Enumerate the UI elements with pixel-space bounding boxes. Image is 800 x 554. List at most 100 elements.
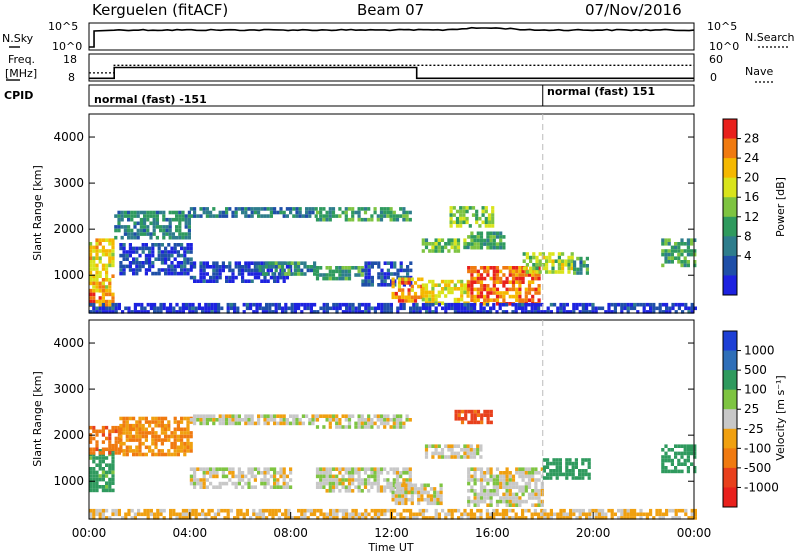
power-echo-cell [202,272,206,276]
power-echo-cell [431,249,435,253]
velocity-echo-cell [282,474,286,479]
velocity-y-label: Slant Range [km] [31,371,44,467]
velocity-echo-cell [629,516,633,520]
velocity-echo-cell [273,421,277,426]
power-echo-cell [184,232,188,236]
power-echo-cell [483,269,487,274]
power-echo-cell [686,245,690,250]
velocity-echo-cell [205,471,209,475]
velocity-echo-cell [274,508,278,513]
power-echo-cell [290,261,294,265]
velocity-echo-cell [533,512,537,517]
power-echo-cell [178,221,182,226]
velocity-echo-cell [401,490,405,495]
velocity-echo-cell [364,508,368,513]
power-echo-cell [450,290,454,295]
power-echo-cell [138,264,142,269]
velocity-echo-cell [693,516,697,520]
velocity-echo-cell [325,516,329,520]
velocity-echo-cell [472,451,477,456]
power-echo-cell [249,302,253,307]
power-echo-cell [639,302,643,307]
power-echo-cell [686,242,690,246]
velocity-echo-cell [521,508,525,513]
power-echo-cell [421,238,425,242]
velocity-echo-cell [492,485,496,489]
power-echo-cell [425,306,429,311]
power-echo-cell [151,264,155,269]
power-echo-cell [492,306,496,311]
velocity-echo-cell [424,448,429,452]
velocity-echo-cell [357,481,361,486]
power-echo-cell [424,297,429,302]
power-echo-cell [357,302,361,307]
velocity-echo-cell [193,478,197,482]
power-echo-cell [297,265,301,269]
velocity-echo-cell [363,478,368,482]
power-echo-cell [549,310,553,314]
velocity-echo-cell [309,508,313,513]
colorbar-block [723,487,737,508]
velocity-echo-cell [335,421,339,426]
power-echo-cell [328,217,332,222]
velocity-echo-cell [144,427,148,432]
velocity-echo-cell [578,516,582,520]
velocity-echo-cell [431,455,435,459]
velocity-echo-cell [221,481,225,486]
power-echo-cell [527,280,532,284]
velocity-echo-cell [437,512,441,517]
power-echo-cell [424,290,429,295]
velocity-echo-cell [193,418,197,422]
power-echo-cell [245,302,249,307]
power-echo-cell [424,238,429,242]
power-echo-cell [265,310,269,314]
power-echo-cell [309,310,313,314]
power-echo-cell [415,306,419,311]
power-echo-cell [501,302,505,307]
velocity-echo-cell [138,445,142,450]
nsky-panel: N.Sky 10^5 10^0 10^5 10^0 N.Search [2,20,795,53]
velocity-echo-cell [127,508,131,513]
power-echo-cell [148,261,152,265]
velocity-echo-cell [373,414,377,418]
velocity-echo-cell [237,418,241,422]
velocity-echo-cell [95,477,99,482]
power-echo-cell [367,207,371,211]
power-echo-cell [491,216,495,221]
velocity-echo-cell [338,508,342,513]
power-echo-cell [617,302,621,307]
power-echo-cell [273,275,277,280]
velocity-echo-cell [215,471,219,475]
velocity-echo-cell [311,414,315,418]
power-echo-cell [108,310,112,314]
power-echo-cell [250,210,254,215]
power-echo-cell [209,265,213,269]
velocity-echo-cell [392,418,396,422]
power-echo-cell [410,299,414,303]
velocity-echo-cell [483,485,487,489]
power-echo-cell [489,235,493,239]
velocity-echo-cell [101,470,105,475]
power-echo-cell [475,220,479,225]
power-echo-cell [186,268,190,272]
power-echo-cell [92,245,96,250]
power-echo-cell [331,273,336,277]
power-echo-cell [319,207,323,211]
velocity-echo-cell [341,481,345,486]
velocity-echo-cell [426,501,430,506]
power-echo-cell [409,279,413,283]
power-echo-cell [483,287,487,292]
power-echo-cell [459,213,463,217]
power-echo-cell [111,245,115,250]
velocity-echo-cell [413,483,418,488]
power-echo-cell [164,271,168,276]
velocity-echo-cell [287,516,291,520]
velocity-echo-cell [111,467,115,471]
power-echo-cell [495,276,500,281]
power-echo-cell [479,280,484,284]
power-echo-cell [322,217,326,222]
velocity-echo-cell [395,418,400,422]
velocity-echo-cell [271,516,275,520]
velocity-echo-cell [424,455,429,459]
velocity-echo-cell [135,420,139,424]
